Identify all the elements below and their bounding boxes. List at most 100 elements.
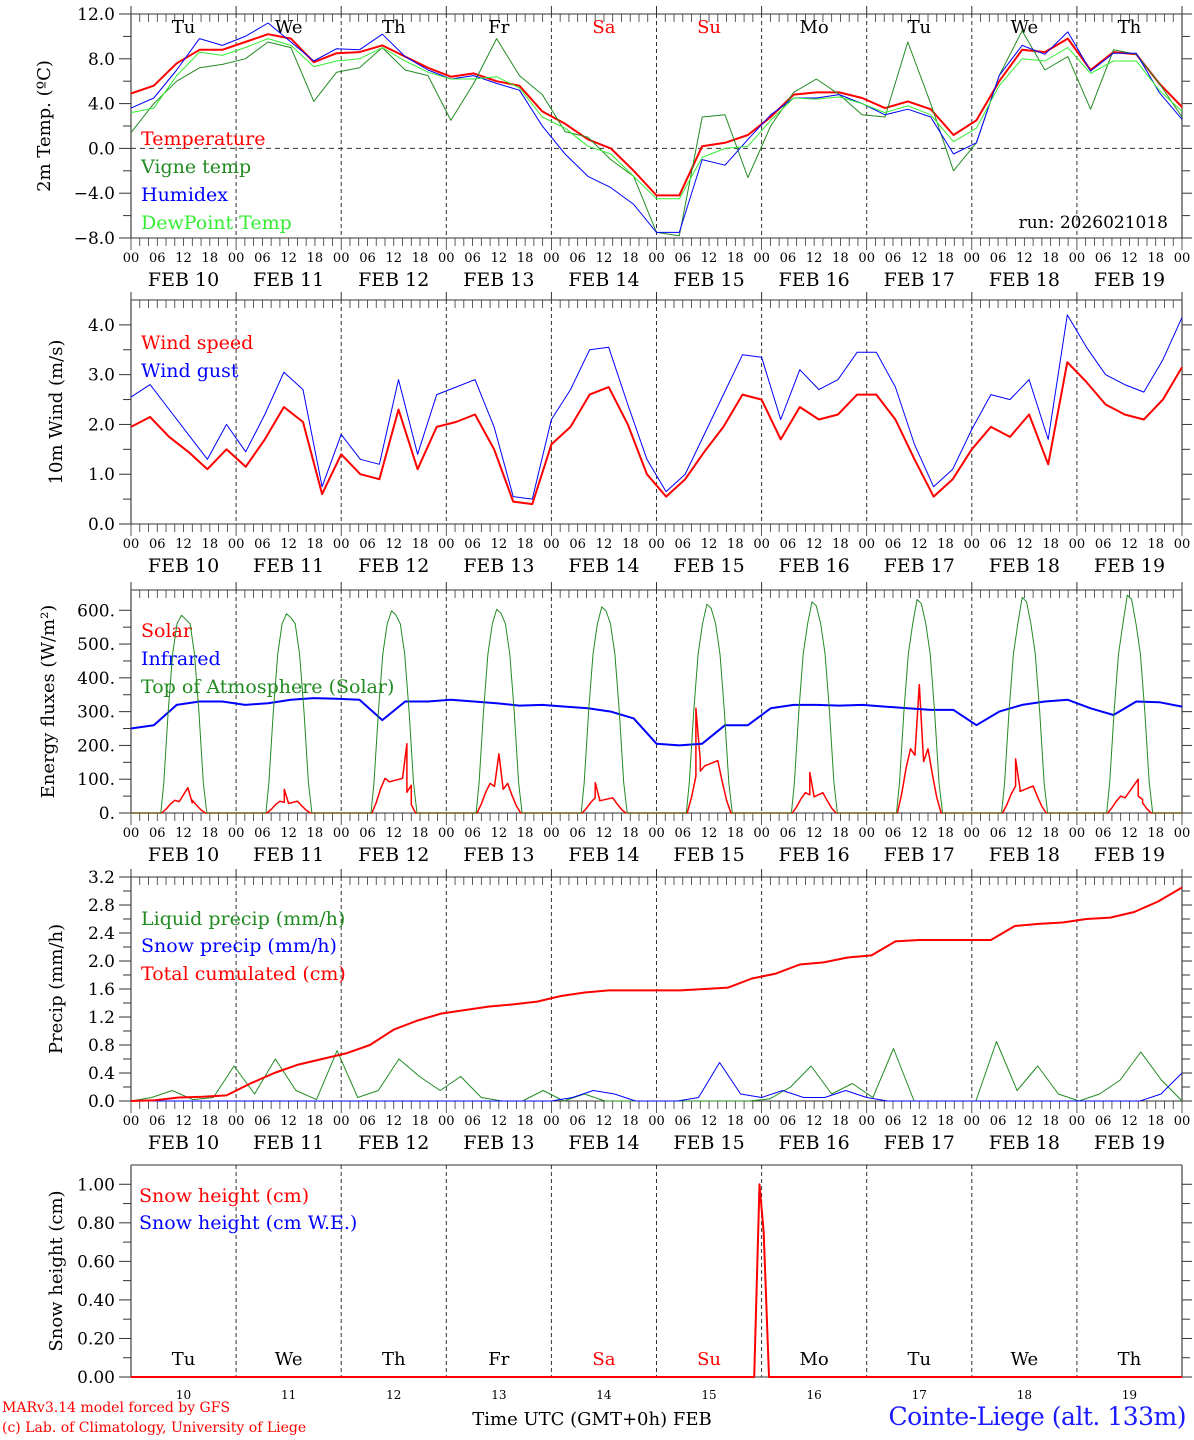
hour-label: 18 [412,826,429,841]
hour-label: 06 [885,1114,902,1129]
hour-label: 18 [832,1114,849,1129]
y-tick-label: 400. [77,669,115,689]
date-label: FEB 13 [463,555,534,577]
date-label: FEB 16 [779,844,850,866]
hour-label: 12 [911,537,928,552]
y-tick-label: 0.4 [88,1064,115,1084]
hour-label: 06 [780,537,797,552]
hour-label: 18 [307,826,324,841]
date-label: FEB 11 [253,269,324,291]
hour-label: 12 [491,826,508,841]
hour-label: 00 [123,1114,140,1129]
hour-label: 12 [911,1114,928,1129]
series-wind-gust [130,314,1183,500]
hour-label: 06 [675,537,692,552]
hour-label: 12 [280,537,297,552]
legend-entry: Humidex [141,184,228,206]
y-tick-label: 4.0 [88,316,115,336]
hour-label: 12 [280,1114,297,1129]
date-label: FEB 12 [358,555,429,577]
y-tick-label: 300. [77,703,115,723]
hour-label: 00 [1069,251,1086,266]
date-label: FEB 12 [358,1132,429,1154]
hour-label: 18 [202,537,219,552]
y-tick-label: 0.80 [77,1214,115,1234]
hour-label: 12 [911,251,928,266]
date-label: FEB 17 [884,555,955,577]
day-label: Mo [800,1349,829,1370]
legend-entry: Top of Atmosphere (Solar) [141,676,394,698]
y-tick-label: 0.0 [88,1092,115,1112]
hour-label: 18 [1042,1114,1059,1129]
panel-energy: 00 06 12 18 FEB 10 00 06 12 18 FEB 11 00 06 12 18 FEB … [38,582,1192,866]
hour-label: 00 [543,251,560,266]
hour-label: 12 [806,1114,823,1129]
hour-label: 00 [1174,826,1191,841]
day-number: 10 [176,1388,191,1402]
y-tick-label: 4.0 [88,95,115,115]
hour-label: 18 [727,1114,744,1129]
hour-label: 12 [491,1114,508,1129]
hour-label: 06 [675,1114,692,1129]
date-label: FEB 17 [884,844,955,866]
legend-entry: Snow precip (mm/h) [141,935,337,957]
panel-snow: 1.00 0.80 0.60 0.40 0.20 0.00 Snow height (cm)… [46,1164,1192,1430]
hour-label: 00 [228,1114,245,1129]
hour-label: 00 [228,537,245,552]
series-top-of-atmosphere-solar- [131,594,1182,814]
date-label: FEB 16 [779,1132,850,1154]
hour-label: 18 [832,537,849,552]
hour-label: 06 [1095,826,1112,841]
date-label: FEB 14 [568,269,639,291]
hour-label: 06 [780,1114,797,1129]
hour-label: 06 [464,251,481,266]
date-label: FEB 17 [884,269,955,291]
hour-label: 00 [333,826,350,841]
hour-label: 00 [648,537,665,552]
hour-label: 18 [412,537,429,552]
y-tick-label: −4.0 [74,184,115,204]
hour-label: 06 [254,826,271,841]
date-label: FEB 14 [568,844,639,866]
hour-label: 12 [175,1114,192,1129]
day-label: Sa [592,1349,615,1370]
hour-label: 00 [858,251,875,266]
hour-label: 12 [1016,1114,1033,1129]
hour-label: 06 [359,537,376,552]
series-liquid-precip-mm-h- [130,1041,1183,1102]
legend-entry: Wind gust [141,360,239,382]
hour-label: 00 [543,826,560,841]
y-tick-label: 1.6 [88,980,115,1000]
legend-entry: Vigne temp [140,156,251,178]
hour-label: 18 [517,537,534,552]
legend-entry: Liquid precip (mm/h) [141,908,345,930]
hour-label: 00 [438,1114,455,1129]
date-label: FEB 10 [148,844,219,866]
hour-label: 18 [1042,537,1059,552]
day-label: Mo [800,17,829,38]
hour-label: 00 [964,251,981,266]
hour-label: 18 [832,251,849,266]
hour-label: 18 [727,251,744,266]
hour-label: 18 [727,537,744,552]
run-label: run: 2026021018 [1019,213,1168,233]
date-label: FEB 10 [148,555,219,577]
hour-label: 18 [1147,251,1164,266]
hour-label: 18 [1147,537,1164,552]
legend-entry: Solar [141,620,193,642]
hour-label: 12 [491,251,508,266]
hour-label: 12 [596,537,613,552]
y-tick-label: 600. [77,601,115,621]
day-number: 19 [1122,1388,1137,1402]
hour-label: 06 [569,1114,586,1129]
date-label: FEB 14 [568,1132,639,1154]
hour-label: 06 [780,251,797,266]
date-label: FEB 15 [673,1132,744,1154]
hour-label: 12 [385,251,402,266]
hour-label: 12 [385,1114,402,1129]
y-tick-label: 8.0 [88,50,115,70]
date-label: FEB 11 [253,844,324,866]
hour-label: 18 [832,826,849,841]
hour-label: 00 [543,537,560,552]
